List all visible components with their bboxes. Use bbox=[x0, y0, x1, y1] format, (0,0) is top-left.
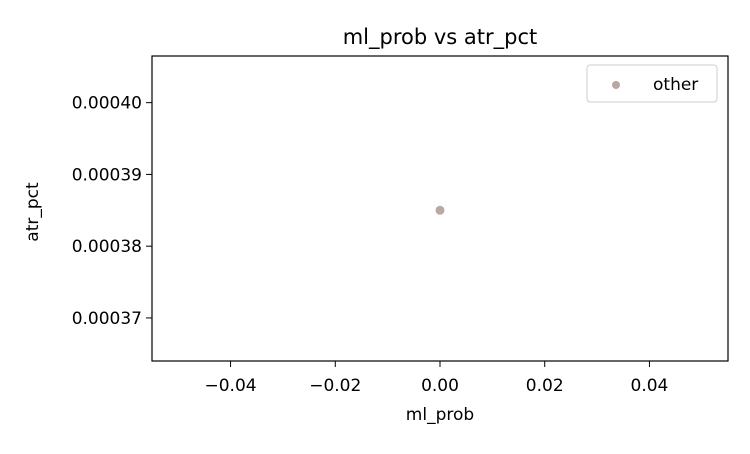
y-tick-label: 0.00039 bbox=[72, 165, 142, 185]
x-tick-label: −0.04 bbox=[204, 376, 256, 396]
data-point bbox=[435, 205, 445, 215]
y-tick-label: 0.00038 bbox=[72, 237, 142, 257]
chart-title: ml_prob vs atr_pct bbox=[343, 25, 538, 50]
data-points bbox=[435, 205, 445, 215]
x-tick-label: 0.04 bbox=[631, 376, 669, 396]
y-axis: 0.00037 0.00038 0.00039 0.00040 bbox=[72, 94, 152, 329]
y-tick-label: 0.00040 bbox=[72, 94, 142, 114]
x-axis: −0.04 −0.02 0.00 0.02 0.04 bbox=[204, 361, 668, 396]
y-tick-label: 0.00037 bbox=[72, 309, 142, 329]
y-axis-label: atr_pct bbox=[23, 182, 43, 242]
x-axis-label: ml_prob bbox=[406, 405, 474, 425]
legend: other bbox=[586, 64, 718, 103]
legend-marker-other bbox=[612, 81, 620, 89]
x-tick-label: −0.02 bbox=[309, 376, 361, 396]
legend-label-other: other bbox=[653, 75, 698, 95]
legend-box bbox=[586, 64, 718, 103]
x-tick-label: 0.02 bbox=[526, 376, 564, 396]
x-tick-label: 0.00 bbox=[421, 376, 459, 396]
